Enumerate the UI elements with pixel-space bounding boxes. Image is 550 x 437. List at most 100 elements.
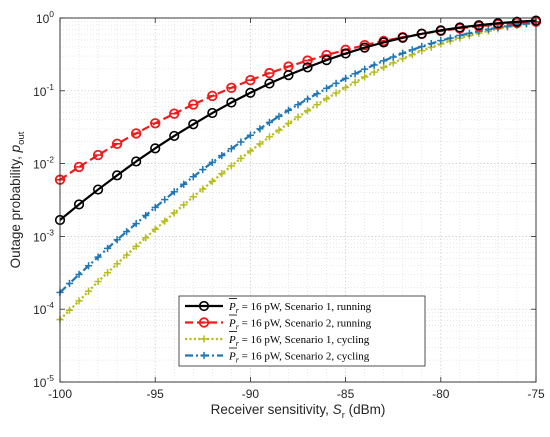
series-3-point xyxy=(208,177,216,185)
legend-label: Pr = 16 pW, Scenario 1, running xyxy=(228,301,372,315)
x-axis-label: Receiver sensitivity, Sr (dBm) xyxy=(211,402,386,421)
series-3-point xyxy=(294,113,302,121)
y-tick-base: 10 xyxy=(33,376,47,390)
series-3-point xyxy=(256,140,264,148)
series-2-point xyxy=(188,99,199,110)
series-3-point xyxy=(189,193,197,201)
series-4-point xyxy=(256,125,264,133)
plot-frame xyxy=(59,17,537,383)
legend-box xyxy=(178,295,426,367)
y-tick-label: 10-3 xyxy=(33,227,54,244)
series-3-point xyxy=(142,234,150,242)
series-3-point xyxy=(265,133,274,141)
series-3-point xyxy=(104,269,112,277)
y-tick-label: 10-1 xyxy=(33,82,54,99)
series-1 xyxy=(54,15,542,226)
series-2-point xyxy=(302,55,313,66)
legend-swatch-marker xyxy=(200,351,208,360)
series-4-point xyxy=(237,138,245,146)
series-3-point xyxy=(199,185,207,193)
series-3-point xyxy=(322,95,331,103)
series-4-point xyxy=(294,101,302,109)
series-4-point xyxy=(65,279,74,288)
x-tick-label: -90 xyxy=(242,387,260,401)
axis-ticks xyxy=(59,17,537,383)
series-4-point xyxy=(132,219,140,228)
legend-entry-4: Pr = 16 pW, Scenario 2, cycling xyxy=(185,347,370,365)
legend-text-rest: = 16 pW, Scenario 2, running xyxy=(239,318,372,330)
series-2-point xyxy=(245,74,256,86)
series-3-point xyxy=(170,209,178,217)
series-1-point xyxy=(245,87,256,98)
series-4-point xyxy=(218,151,226,160)
legend-swatch-marker xyxy=(198,317,210,328)
series-4-point xyxy=(418,42,426,51)
series-4-point xyxy=(123,228,131,236)
series-1-point xyxy=(264,78,275,89)
series-4-point xyxy=(284,106,293,114)
x-tick-label: -80 xyxy=(432,387,450,401)
series-1-point xyxy=(302,62,313,73)
legend-subscript: r xyxy=(236,323,240,332)
series-2-point xyxy=(226,82,237,93)
series-4-point xyxy=(151,203,159,212)
series-4-point xyxy=(303,95,312,103)
y-tick-exponent: -2 xyxy=(46,155,54,165)
series-4-point xyxy=(199,165,207,174)
series-4-point xyxy=(189,173,197,181)
series-3-point xyxy=(313,101,321,109)
y-tick-exponent: -4 xyxy=(46,300,54,310)
series-3-point xyxy=(94,277,102,286)
series-1-point xyxy=(378,37,389,48)
series-3-point xyxy=(75,297,83,305)
x-tick-label: -75 xyxy=(527,387,545,401)
series-4-point xyxy=(180,180,188,188)
series-4-point xyxy=(427,39,435,48)
series-4-point xyxy=(313,90,321,98)
series-2-point xyxy=(73,161,85,173)
legend-subscript: r xyxy=(236,306,240,315)
series-4-point xyxy=(437,37,445,45)
series-2-point xyxy=(207,90,218,102)
series-3-point xyxy=(303,107,312,115)
series-3-point xyxy=(132,242,140,250)
y-tick-exponent: -5 xyxy=(46,373,54,383)
series-4-point xyxy=(342,74,350,83)
legend-subscript: r xyxy=(236,339,240,348)
series-4-point xyxy=(265,118,274,127)
series-1-point xyxy=(473,20,484,31)
legend-entry-2: Pr = 16 pW, Scenario 2, running xyxy=(185,314,372,332)
series-3-point xyxy=(237,154,245,163)
y-tick-label: 10-4 xyxy=(33,300,54,317)
series-4-point xyxy=(170,188,178,196)
series-3-point xyxy=(246,147,254,155)
legend-entry-1: Pr = 16 pW, Scenario 1, running xyxy=(185,298,372,315)
y-axis-label: Outage probability, pout xyxy=(8,131,27,268)
series-1-point xyxy=(226,97,237,108)
legend-label: Pr = 16 pW, Scenario 1, cycling xyxy=(228,334,370,348)
series-3-point xyxy=(151,225,159,233)
series-2-point xyxy=(130,128,142,139)
x-tick-label: -100 xyxy=(48,387,72,401)
y-tick-label: 100 xyxy=(36,9,54,26)
series-2-line xyxy=(59,20,537,181)
series-1-point xyxy=(397,32,408,43)
series-1-point xyxy=(283,70,294,81)
legend-swatch-marker xyxy=(198,300,210,312)
series-3-point xyxy=(161,217,169,225)
series-2-point xyxy=(264,67,275,79)
series-3-point xyxy=(284,119,293,128)
series-1-point xyxy=(112,170,123,181)
legend-text-rest: = 16 pW, Scenario 1, running xyxy=(239,301,372,313)
legend-label: Pr = 16 pW, Scenario 2, cycling xyxy=(228,351,370,365)
series-4-point xyxy=(370,61,378,69)
series-2-point xyxy=(169,108,180,119)
series-3-point xyxy=(332,89,340,97)
y-tick-base: 10 xyxy=(33,230,47,244)
series-4-point xyxy=(503,22,512,30)
series-4-point xyxy=(246,131,254,139)
y-tick-base: 10 xyxy=(33,85,47,99)
